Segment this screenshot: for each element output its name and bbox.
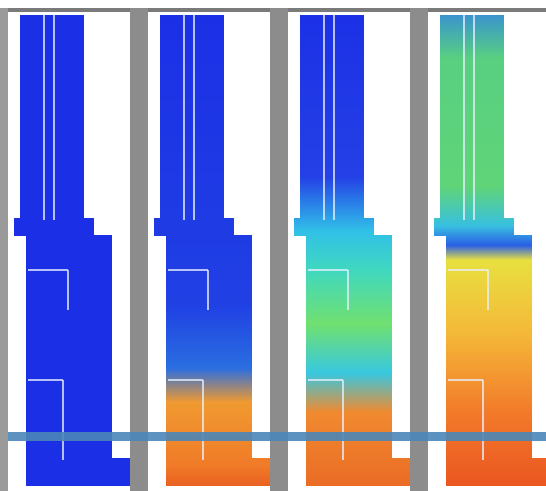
level-band — [8, 432, 546, 441]
separator — [270, 8, 288, 491]
simulation-panels — [0, 0, 546, 491]
separator — [130, 8, 148, 491]
separator — [410, 8, 428, 491]
page — [0, 0, 546, 491]
left-border — [0, 8, 8, 491]
